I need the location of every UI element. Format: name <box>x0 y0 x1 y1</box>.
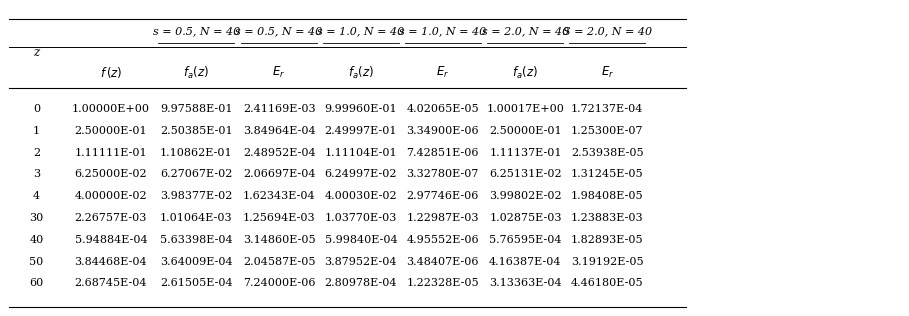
Text: 0: 0 <box>33 104 40 114</box>
Text: 4.95552E-06: 4.95552E-06 <box>406 235 479 245</box>
Text: 3: 3 <box>33 169 40 179</box>
Text: 1.11137E-01: 1.11137E-01 <box>489 148 562 158</box>
Text: 4.02065E-05: 4.02065E-05 <box>406 104 479 114</box>
Text: 9.97588E-01: 9.97588E-01 <box>160 104 233 114</box>
Text: 7.42851E-06: 7.42851E-06 <box>406 148 479 158</box>
Text: 9.99960E-01: 9.99960E-01 <box>325 104 397 114</box>
Text: 3.48407E-06: 3.48407E-06 <box>406 257 479 267</box>
Text: 1.25300E-07: 1.25300E-07 <box>571 126 644 136</box>
Text: 2.41169E-03: 2.41169E-03 <box>243 104 315 114</box>
Text: 2.68745E-04: 2.68745E-04 <box>75 278 147 289</box>
Text: $f_a(z)$: $f_a(z)$ <box>513 65 538 81</box>
Text: 6.25000E-02: 6.25000E-02 <box>75 169 147 179</box>
Text: 1.10862E-01: 1.10862E-01 <box>160 148 233 158</box>
Text: 1.31245E-05: 1.31245E-05 <box>571 169 644 179</box>
Text: 1.25694E-03: 1.25694E-03 <box>243 213 315 223</box>
Text: 5.94884E-04: 5.94884E-04 <box>75 235 147 245</box>
Text: 2.06697E-04: 2.06697E-04 <box>243 169 315 179</box>
Text: 3.84964E-04: 3.84964E-04 <box>243 126 315 136</box>
Text: 2.26757E-03: 2.26757E-03 <box>75 213 147 223</box>
Text: s = 0.5, N = 40: s = 0.5, N = 40 <box>153 27 240 37</box>
Text: 5.63398E-04: 5.63398E-04 <box>160 235 233 245</box>
Text: s = 1.0, N = 40: s = 1.0, N = 40 <box>399 27 486 37</box>
Text: 1.03770E-03: 1.03770E-03 <box>325 213 397 223</box>
Text: 3.14860E-05: 3.14860E-05 <box>243 235 315 245</box>
Text: 50: 50 <box>29 257 44 267</box>
Text: 5.99840E-04: 5.99840E-04 <box>325 235 397 245</box>
Text: 1.22987E-03: 1.22987E-03 <box>406 213 479 223</box>
Text: 3.84468E-04: 3.84468E-04 <box>75 257 147 267</box>
Text: 1.11104E-01: 1.11104E-01 <box>325 148 397 158</box>
Text: s = 2.0, N = 40: s = 2.0, N = 40 <box>482 27 569 37</box>
Text: $f_a(z)$: $f_a(z)$ <box>184 65 209 81</box>
Text: 2.97746E-06: 2.97746E-06 <box>406 191 479 201</box>
Text: 4.46180E-05: 4.46180E-05 <box>571 278 644 289</box>
Text: 1.00017E+00: 1.00017E+00 <box>486 104 564 114</box>
Text: 6.25131E-02: 6.25131E-02 <box>489 169 562 179</box>
Text: $E_r$: $E_r$ <box>273 65 285 80</box>
Text: 2.50000E-01: 2.50000E-01 <box>489 126 562 136</box>
Text: 4: 4 <box>33 191 40 201</box>
Text: 2.61505E-04: 2.61505E-04 <box>160 278 233 289</box>
Text: 1.62343E-04: 1.62343E-04 <box>243 191 315 201</box>
Text: 1.72137E-04: 1.72137E-04 <box>571 104 644 114</box>
Text: 6.24997E-02: 6.24997E-02 <box>325 169 397 179</box>
Text: 4.16387E-04: 4.16387E-04 <box>489 257 562 267</box>
Text: 3.99802E-02: 3.99802E-02 <box>489 191 562 201</box>
Text: 1: 1 <box>33 126 40 136</box>
Text: s = 1.0, N = 40: s = 1.0, N = 40 <box>317 27 405 37</box>
Text: 2.80978E-04: 2.80978E-04 <box>325 278 397 289</box>
Text: $E_r$: $E_r$ <box>436 65 449 80</box>
Text: $f_a(z)$: $f_a(z)$ <box>348 65 374 81</box>
Text: s = 0.5, N = 40: s = 0.5, N = 40 <box>235 27 323 37</box>
Text: 2.50000E-01: 2.50000E-01 <box>75 126 147 136</box>
Text: 1.23883E-03: 1.23883E-03 <box>571 213 644 223</box>
Text: 1.11111E-01: 1.11111E-01 <box>75 148 147 158</box>
Text: 2.48952E-04: 2.48952E-04 <box>243 148 315 158</box>
Text: 3.64009E-04: 3.64009E-04 <box>160 257 233 267</box>
Text: 1.22328E-05: 1.22328E-05 <box>406 278 479 289</box>
Text: 1.02875E-03: 1.02875E-03 <box>489 213 562 223</box>
Text: 2: 2 <box>33 148 40 158</box>
Text: $E_r$: $E_r$ <box>601 65 614 80</box>
Text: 1.00000E+00: 1.00000E+00 <box>72 104 150 114</box>
Text: z: z <box>34 46 39 59</box>
Text: 7.24000E-06: 7.24000E-06 <box>243 278 315 289</box>
Text: 3.98377E-02: 3.98377E-02 <box>160 191 233 201</box>
Text: 1.82893E-05: 1.82893E-05 <box>571 235 644 245</box>
Text: 1.01064E-03: 1.01064E-03 <box>160 213 233 223</box>
Text: 3.87952E-04: 3.87952E-04 <box>325 257 397 267</box>
Text: 3.34900E-06: 3.34900E-06 <box>406 126 479 136</box>
Text: 4.00030E-02: 4.00030E-02 <box>325 191 397 201</box>
Text: 3.32780E-07: 3.32780E-07 <box>406 169 479 179</box>
Text: 2.49997E-01: 2.49997E-01 <box>325 126 397 136</box>
Text: 5.76595E-04: 5.76595E-04 <box>489 235 562 245</box>
Text: 1.98408E-05: 1.98408E-05 <box>571 191 644 201</box>
Text: S = 2.0, N = 40: S = 2.0, N = 40 <box>563 27 652 37</box>
Text: 2.50385E-01: 2.50385E-01 <box>160 126 233 136</box>
Text: 3.13363E-04: 3.13363E-04 <box>489 278 562 289</box>
Text: 30: 30 <box>29 213 44 223</box>
Text: 4.00000E-02: 4.00000E-02 <box>75 191 147 201</box>
Text: 6.27067E-02: 6.27067E-02 <box>160 169 233 179</box>
Text: 60: 60 <box>29 278 44 289</box>
Text: 3.19192E-05: 3.19192E-05 <box>571 257 644 267</box>
Text: 2.53938E-05: 2.53938E-05 <box>571 148 644 158</box>
Text: $f\,(z)$: $f\,(z)$ <box>100 65 122 80</box>
Text: 2.04587E-05: 2.04587E-05 <box>243 257 315 267</box>
Text: 40: 40 <box>29 235 44 245</box>
